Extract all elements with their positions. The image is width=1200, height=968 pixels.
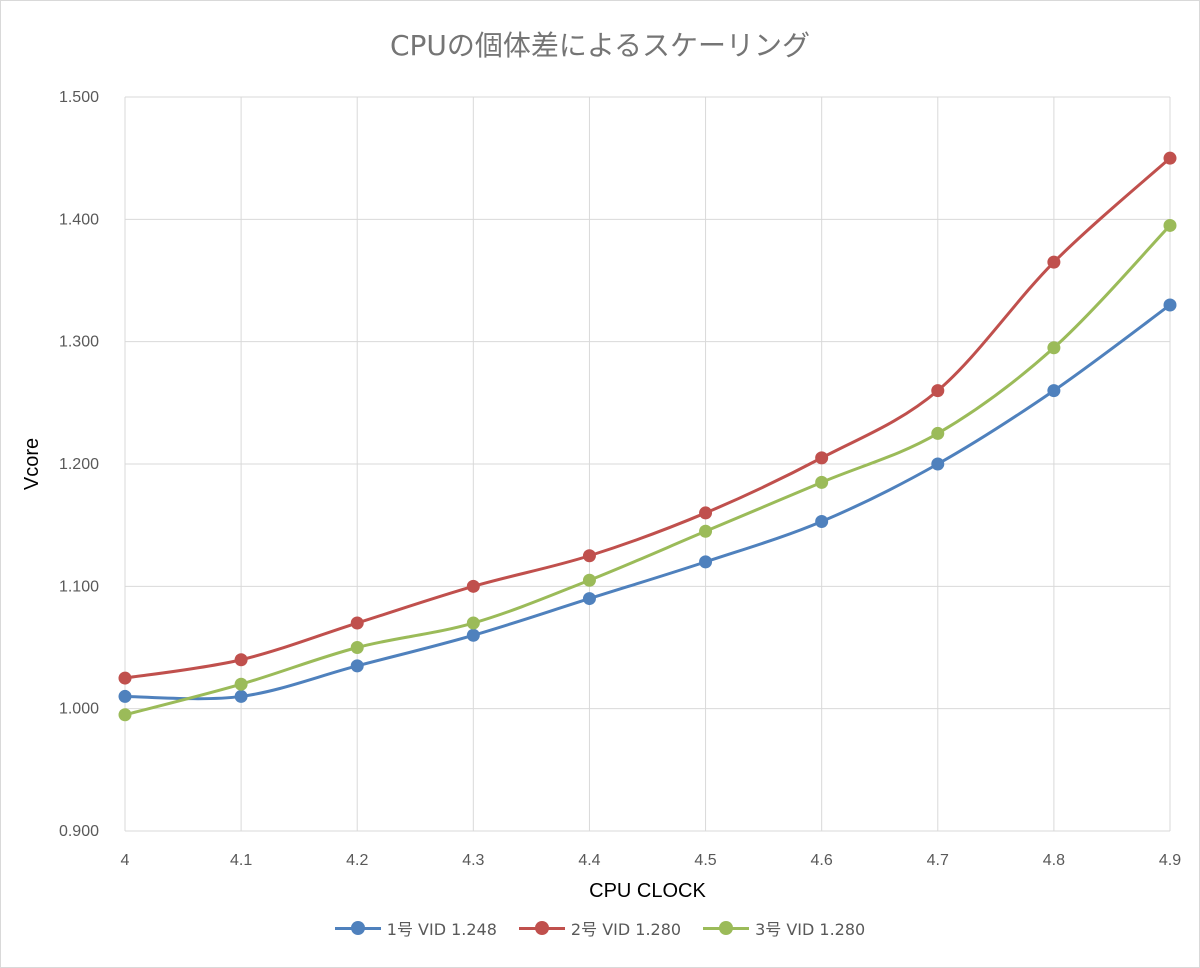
legend-label-series-1: 1号 VID 1.248 [386,920,497,939]
x-tick-label: 4.7 [927,852,949,869]
x-tick-label: 4 [121,852,130,869]
data-point-series-2 [350,616,364,630]
y-tick-label: 1.300 [59,334,99,351]
series-line-1 [123,303,1172,701]
data-point-series-1 [815,514,829,528]
data-point-series-3 [118,708,132,722]
data-point-series-2 [1047,255,1061,269]
data-point-series-2 [1163,151,1177,165]
data-point-series-1 [699,555,713,569]
series-line-3 [123,223,1172,717]
data-point-series-1 [350,659,364,673]
data-point-series-3 [931,426,945,440]
chart-title: CPUの個体差によるスケーリング [389,29,811,62]
data-point-series-3 [815,475,829,489]
legend-label-series-2: 2号 VID 1.280 [570,920,682,939]
data-point-series-3 [350,641,364,654]
data-point-series-1 [931,457,945,471]
data-point-series-1 [1163,298,1177,312]
data-point-series-2 [699,506,713,520]
x-axis-title: CPU CLOCK [589,880,706,902]
y-tick-label: 1.200 [59,456,99,473]
legend-item-series-2[interactable]: 2号 VID 1.280 [518,916,682,940]
y-tick-label: 1.500 [59,89,99,106]
data-point-series-3 [582,573,596,587]
data-point-series-1 [234,689,248,703]
legend-item-series-1[interactable]: 1号 VID 1.248 [334,916,497,940]
data-point-series-1 [582,592,596,606]
x-tick-label: 4.5 [694,852,716,869]
y-tick-label: 1.400 [59,211,99,228]
data-point-series-2 [466,579,480,593]
data-point-series-1 [1047,384,1061,398]
data-point-series-2 [234,653,248,667]
x-tick-label: 4.3 [462,852,484,869]
data-point-series-1 [466,628,480,642]
y-tick-label: 1.100 [59,578,99,595]
data-point-series-3 [699,524,713,538]
legend-label-series-3: 3号 VID 1.280 [755,920,866,939]
chart-legend: 1号 VID 1.248 2号 VID 1.280 3号 VID 1.280 [0,916,1200,940]
x-tick-label: 4.8 [1043,852,1065,869]
data-point-series-3 [1047,341,1061,355]
x-tick-label: 4.9 [1159,852,1181,869]
data-point-series-2 [582,549,596,563]
legend-marker-series-1 [334,921,381,935]
x-tick-label: 4.2 [346,852,368,869]
data-point-series-3 [466,616,480,630]
legend-marker-series-2 [518,921,565,935]
data-point-series-2 [931,384,945,398]
data-point-series-2 [815,451,829,465]
data-point-series-3 [234,677,248,691]
x-tick-label: 4.6 [811,852,833,869]
data-point-series-3 [1163,218,1177,232]
x-tick-label: 4.1 [230,852,252,869]
series-line-2 [123,156,1172,680]
y-tick-label: 0.900 [59,823,99,840]
data-point-series-1 [118,689,132,703]
legend-marker-series-3 [703,921,750,935]
y-axis-title: Vcore [21,438,43,490]
data-point-series-2 [118,671,132,685]
y-tick-label: 1.000 [59,701,99,718]
legend-item-series-3[interactable]: 3号 VID 1.280 [703,916,865,940]
x-tick-label: 4.4 [578,852,600,869]
